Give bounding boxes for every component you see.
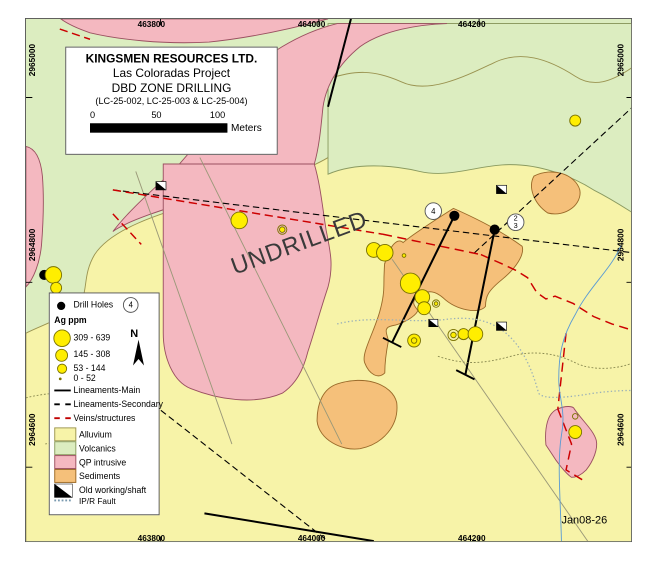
svg-text:3: 3	[514, 221, 518, 230]
svg-text:Jan08-26: Jan08-26	[561, 514, 607, 526]
svg-text:4: 4	[431, 207, 436, 216]
